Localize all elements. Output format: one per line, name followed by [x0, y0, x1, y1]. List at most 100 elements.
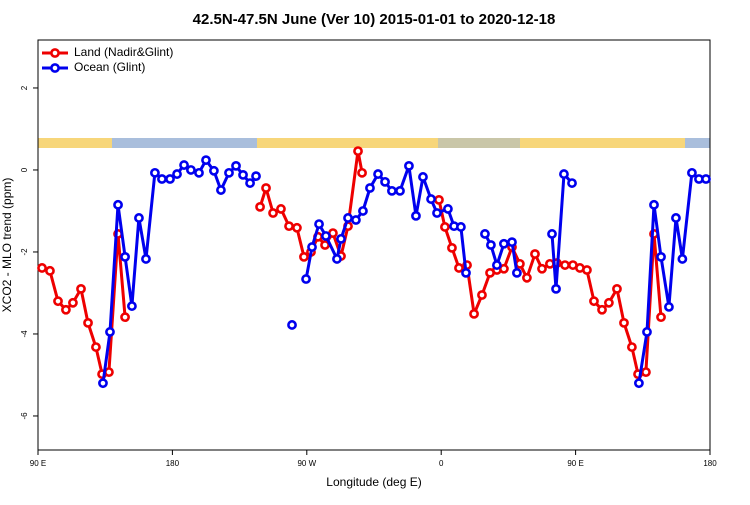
- data-point: [507, 237, 517, 248]
- data-point: [677, 254, 688, 264]
- data-point: [261, 183, 271, 193]
- data-point: [245, 178, 255, 188]
- data-point: [701, 174, 711, 184]
- data-point: [582, 265, 592, 275]
- data-point: [104, 367, 114, 377]
- data-point: [224, 167, 234, 178]
- data-point: [560, 260, 570, 270]
- data-point: [287, 320, 297, 330]
- data-point: [83, 317, 93, 328]
- data-point: [642, 327, 652, 337]
- data-point: [604, 297, 614, 308]
- data-point: [336, 233, 346, 244]
- x-axis-label: Longitude (deg E): [326, 475, 421, 489]
- data-point: [276, 204, 286, 214]
- data-point: [255, 201, 265, 212]
- data-point: [380, 176, 390, 187]
- legend-marker: [50, 63, 60, 73]
- y-tick-label: 0: [20, 167, 29, 172]
- land-band: [38, 138, 112, 148]
- data-point: [387, 185, 397, 196]
- data-point: [612, 283, 622, 294]
- data-point: [447, 242, 457, 253]
- data-point: [321, 231, 331, 241]
- data-point: [238, 169, 248, 180]
- data-point: [687, 167, 697, 178]
- data-point: [351, 215, 361, 225]
- data-point: [649, 199, 659, 210]
- data-point: [358, 206, 368, 216]
- data-point: [426, 194, 436, 204]
- x-tick-label: 180: [703, 459, 717, 468]
- legend-label: Land (Nadir&Glint): [74, 45, 173, 59]
- data-point: [626, 342, 637, 352]
- data-point: [68, 297, 78, 308]
- data-point: [461, 267, 471, 278]
- data-point: [98, 378, 108, 389]
- data-point: [194, 167, 204, 178]
- y-tick-label: -6: [20, 412, 29, 420]
- y-axis-label: XCO2 - MLO trend (ppm): [0, 178, 14, 313]
- ocean-band: [112, 138, 257, 148]
- data-point: [567, 178, 577, 188]
- plot-frame: [37, 39, 711, 451]
- data-point: [201, 155, 211, 166]
- data-point: [45, 265, 55, 276]
- data-point: [634, 378, 644, 389]
- data-point: [499, 263, 509, 274]
- data-point: [76, 283, 86, 294]
- chart-title: 42.5N-47.5N June (Ver 10) 2015-01-01 to …: [193, 11, 556, 28]
- data-point: [307, 242, 317, 252]
- data-point: [411, 210, 421, 221]
- data-point: [37, 263, 47, 273]
- data-point: [480, 229, 490, 239]
- data-point: [499, 238, 509, 249]
- data-point: [530, 249, 540, 259]
- data-point: [551, 283, 561, 294]
- x-tick-label: 90 W: [297, 459, 316, 468]
- data-point: [301, 274, 311, 284]
- data-point: [53, 296, 63, 307]
- data-point: [486, 240, 496, 250]
- data-point: [150, 167, 160, 178]
- data-point: [641, 367, 651, 377]
- data-point: [141, 254, 151, 264]
- data-point: [440, 222, 450, 232]
- series-line: [101, 158, 706, 384]
- data-point: [216, 185, 226, 195]
- x-tick-label: 90 E: [30, 459, 46, 468]
- data-point: [179, 160, 189, 170]
- data-point: [299, 251, 309, 262]
- data-point: [512, 267, 522, 278]
- data-point: [251, 171, 261, 182]
- x-tick-label: 90 E: [567, 459, 583, 468]
- data-point: [656, 312, 666, 323]
- data-point: [589, 296, 599, 307]
- ocean-band: [685, 138, 710, 148]
- data-point: [454, 263, 464, 273]
- legend-label: Ocean (Glint): [74, 60, 145, 74]
- data-point: [165, 174, 175, 184]
- data-point: [314, 219, 324, 229]
- data-point: [105, 327, 115, 337]
- data-point: [343, 213, 353, 223]
- legend-marker: [50, 48, 60, 58]
- data-point: [418, 172, 428, 182]
- data-point: [443, 204, 453, 214]
- data-point: [365, 183, 375, 193]
- y-tick-label: -2: [20, 248, 29, 256]
- data-point: [537, 263, 547, 274]
- data-point: [456, 222, 466, 232]
- data-point: [61, 304, 71, 315]
- data-point: [134, 213, 144, 223]
- data-point: [353, 146, 363, 157]
- data-point: [157, 174, 167, 184]
- data-point: [91, 342, 101, 352]
- mixed-band: [438, 138, 520, 148]
- data-point: [186, 165, 196, 175]
- data-point: [373, 169, 383, 179]
- x-tick-label: 0: [439, 459, 444, 468]
- y-tick-label: 2: [20, 85, 29, 90]
- x-tick-label: 180: [166, 459, 180, 468]
